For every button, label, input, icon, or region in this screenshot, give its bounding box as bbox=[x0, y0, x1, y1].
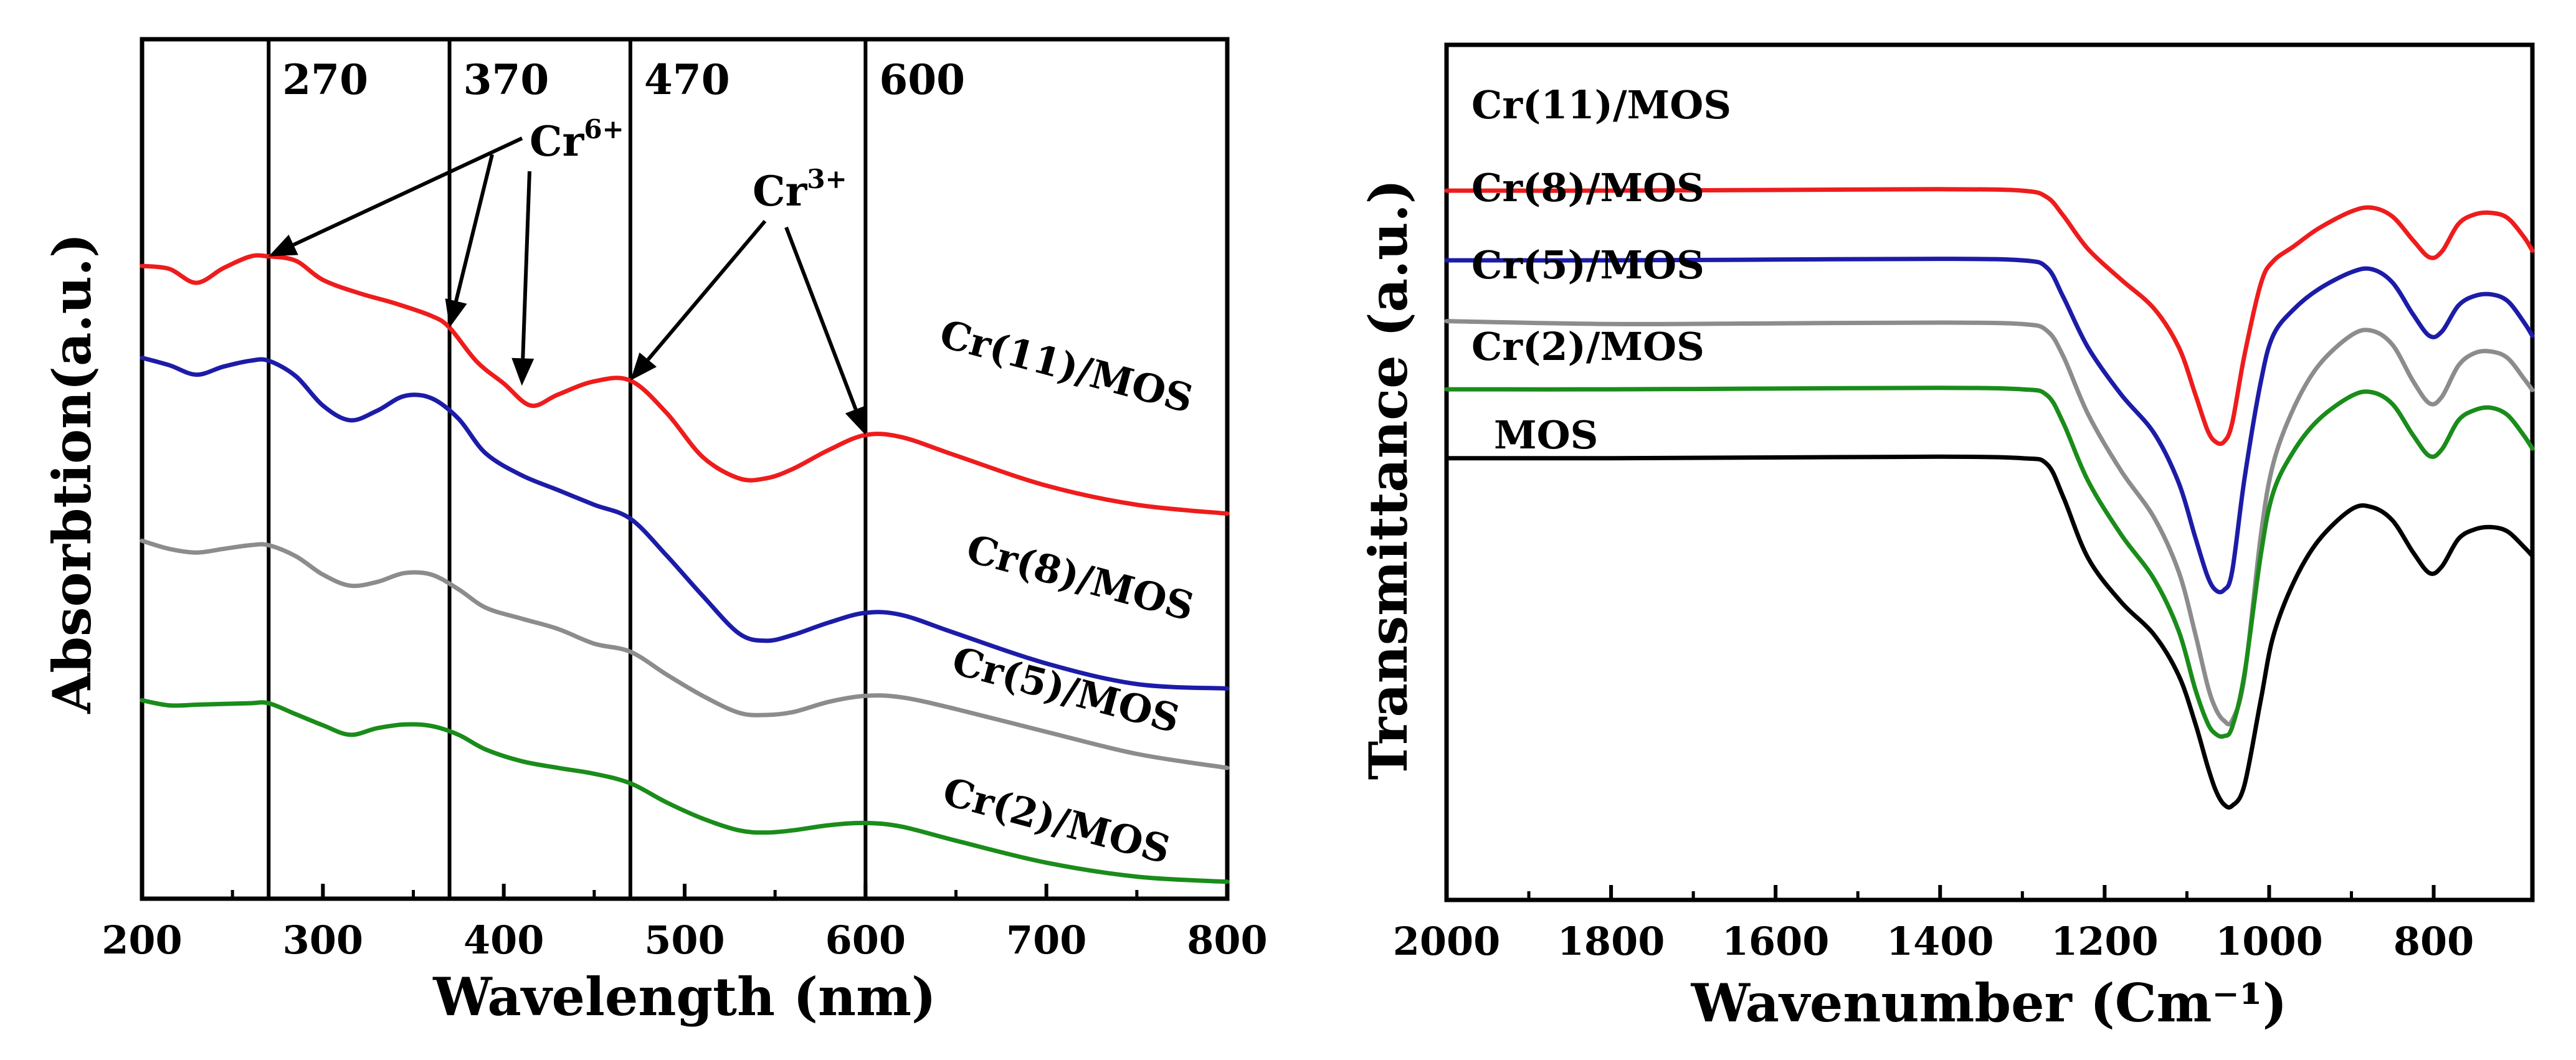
cr6-arrows bbox=[269, 136, 535, 386]
marker-label-270: 270 bbox=[282, 55, 368, 104]
cr3-label-sup: 3+ bbox=[807, 164, 847, 194]
cr6-label-base: Cr bbox=[530, 117, 585, 166]
right-x-ticks bbox=[1445, 885, 2436, 900]
left-plot-frame bbox=[140, 37, 1230, 901]
cr3-label: Cr3+ bbox=[753, 164, 847, 215]
cr6-arrow-3-head bbox=[511, 357, 535, 386]
cr3-arrow-1-head bbox=[630, 352, 657, 381]
ftir-x-tick-label-800: 800 bbox=[2393, 919, 2474, 964]
ftir-series-cr-5-mos bbox=[1444, 319, 2535, 727]
ftir-series-group bbox=[1444, 187, 2535, 810]
marker-label-370: 370 bbox=[463, 55, 549, 104]
left-x-ticks bbox=[140, 884, 1229, 899]
right-y-axis-title: Transmittance (a.u.) bbox=[1357, 179, 1419, 780]
cr3-arrow-2-shaft bbox=[784, 226, 858, 410]
cr6-arrow-2-shaft bbox=[454, 154, 494, 302]
left-x-tick-labels: 200 300 400 500 600 700 800 bbox=[102, 917, 1267, 963]
cr3-arrow-2-head bbox=[845, 405, 867, 435]
cr3-arrow-1-shaft bbox=[646, 220, 767, 361]
uv-series-cr-8-mos bbox=[140, 356, 1230, 691]
ftir-x-tick-label-1200: 1200 bbox=[2051, 919, 2159, 964]
cr6-annotation: Cr6+ bbox=[269, 114, 624, 386]
ftir-series-mos bbox=[1444, 454, 2535, 810]
ftir-x-tick-label-2000: 2000 bbox=[1393, 919, 1501, 964]
uv-x-tick-label-300: 300 bbox=[283, 917, 363, 963]
label-ftir-cr2-mos: Cr(2)/MOS bbox=[1471, 324, 1704, 369]
marker-label-470: 470 bbox=[644, 55, 730, 104]
cr3-label-base: Cr bbox=[753, 167, 808, 215]
ftir-series-cr-11-mos bbox=[1444, 187, 2535, 447]
cr6-label: Cr6+ bbox=[530, 114, 624, 166]
ftir-x-tick-label-1400: 1400 bbox=[1886, 919, 1994, 964]
label-cr2-mos: Cr(2)/MOS bbox=[938, 769, 1175, 873]
ftir-x-tick-label-1800: 1800 bbox=[1557, 919, 1665, 964]
uv-series-cr-5-mos bbox=[140, 538, 1230, 770]
marker-lines: 270 370 470 600 bbox=[267, 39, 965, 899]
cr3-arrows bbox=[630, 220, 867, 435]
uv-x-tick-label-400: 400 bbox=[463, 917, 544, 963]
uv-vis-series-group bbox=[140, 253, 1230, 884]
cr6-arrow-2-head bbox=[445, 298, 467, 328]
right-plot-frame bbox=[1444, 42, 2535, 902]
label-cr8-mos: Cr(8)/MOS bbox=[962, 526, 1199, 630]
ftir-x-tick-label-1000: 1000 bbox=[2215, 919, 2323, 964]
uv-series-cr-2-mos bbox=[140, 698, 1230, 884]
label-ftir-cr11-mos: Cr(11)/MOS bbox=[1471, 82, 1731, 128]
label-ftir-cr5-mos: Cr(5)/MOS bbox=[1471, 242, 1704, 288]
uv-x-tick-label-700: 700 bbox=[1006, 917, 1086, 963]
uv-series-cr-11-mos bbox=[140, 253, 1230, 516]
label-cr5-mos: Cr(5)/MOS bbox=[948, 638, 1184, 742]
cr6-arrow-1-shaft bbox=[292, 136, 523, 247]
label-ftir-mos: MOS bbox=[1494, 412, 1598, 458]
ftir-series-cr-2-mos bbox=[1444, 386, 2535, 739]
right-x-tick-labels: 2000 1800 1600 1400 1200 1000 800 bbox=[1393, 919, 2474, 964]
marker-label-600: 600 bbox=[879, 55, 965, 104]
uv-vis-panel: 270 370 470 600 200 300 400 500 600 700 800 Cr6+ … bbox=[41, 37, 1268, 1028]
uv-x-tick-label-600: 600 bbox=[825, 917, 906, 963]
left-x-axis-title: Wavelength (nm) bbox=[432, 966, 936, 1028]
uv-x-tick-label-500: 500 bbox=[644, 917, 725, 963]
cr6-arrow-1-head bbox=[269, 234, 298, 257]
uv-x-tick-label-200: 200 bbox=[102, 917, 182, 963]
cr6-label-sup: 6+ bbox=[584, 114, 624, 144]
ftir-series-cr-8-mos bbox=[1444, 257, 2535, 595]
left-y-axis-title: Absorbtion(a.u.) bbox=[41, 233, 103, 714]
uv-x-tick-label-800: 800 bbox=[1187, 917, 1267, 963]
label-ftir-cr8-mos: Cr(8)/MOS bbox=[1471, 165, 1704, 211]
cr6-arrow-3-shaft bbox=[521, 171, 531, 359]
label-cr11-mos: Cr(11)/MOS bbox=[935, 311, 1198, 422]
cr3-annotation: Cr3+ bbox=[630, 164, 867, 435]
right-x-axis-title: Wavenumber (Cm⁻¹) bbox=[1691, 972, 2288, 1034]
ftir-panel: 2000 1800 1600 1400 1200 1000 800 Cr(11)/MOS C… bbox=[1357, 42, 2535, 1034]
ftir-x-tick-label-1600: 1600 bbox=[1722, 919, 1830, 964]
